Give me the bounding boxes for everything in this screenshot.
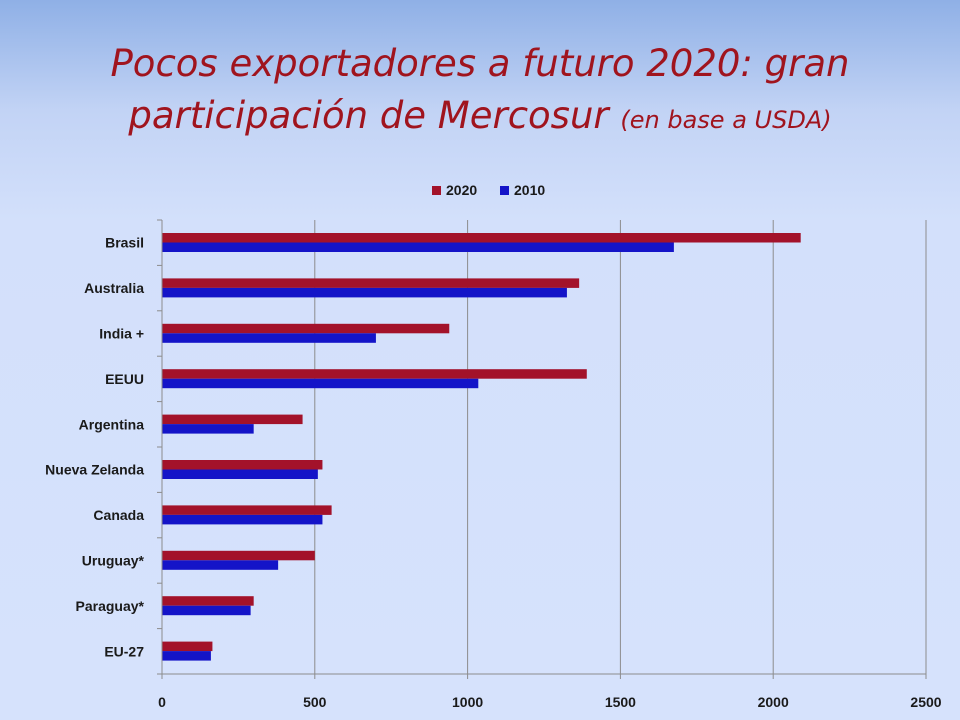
bar-2020-2 [162,323,450,334]
x-tick-label: 1500 [605,694,636,710]
category-label: EU-27 [104,643,144,659]
category-label: EEUU [105,371,144,387]
bar-2010-8 [162,605,251,616]
title-note: (en base a USDA) [620,106,832,134]
bar-2010-0 [162,242,674,252]
bar-2010-1 [162,287,567,298]
bar-2010-3 [162,378,479,389]
bar-2010-4 [162,424,254,434]
bar-2020-9 [162,641,213,652]
bar-2020-8 [162,596,254,606]
bar-2020-0 [162,233,801,243]
category-label: Canada [93,507,144,523]
category-label: Nueva Zelanda [45,462,144,478]
x-tick-label: 500 [303,694,327,710]
title-line-2-main: participación de Mercosur [128,94,609,137]
bar-2010-2 [162,333,376,343]
category-label: Uruguay* [82,553,145,569]
bar-2010-7 [162,560,279,570]
legend-label-2020: 2020 [446,182,477,198]
legend-swatch-2010 [500,186,509,195]
slide-title: Pocos exportadores a futuro 2020: gran p… [0,38,960,146]
bar-2020-4 [162,414,303,425]
legend-label-2010: 2010 [514,182,545,198]
bar-2020-5 [162,460,323,470]
x-tick-label: 1000 [452,694,483,710]
category-label: Brasil [105,235,144,251]
bar-2010-9 [162,651,211,661]
bar-2010-6 [162,514,323,525]
category-label: Paraguay* [76,598,145,614]
bar-2020-7 [162,550,315,561]
bar-2010-5 [162,469,318,479]
bar-2020-3 [162,369,587,379]
x-tick-label: 0 [158,694,166,710]
bar-2020-1 [162,278,580,288]
title-line-1: Pocos exportadores a futuro 2020: gran [110,42,850,85]
legend-swatch-2020 [432,186,441,195]
title-line-2: participación de Mercosur (en base a USD… [0,90,960,146]
x-tick-label: 2000 [758,694,789,710]
category-label: India + [99,326,144,342]
category-label: Argentina [79,416,145,432]
category-label: Australia [84,280,144,296]
x-tick-label: 2500 [910,694,941,710]
bar-2020-6 [162,505,332,515]
